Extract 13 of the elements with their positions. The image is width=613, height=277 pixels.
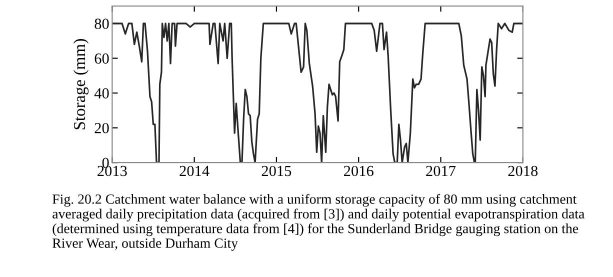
y-tick-label: 60 [94, 53, 109, 64]
x-tick-label: 2018 [508, 166, 538, 176]
x-tick-label: 2013 [98, 166, 127, 176]
x-tick-label: 2016 [344, 166, 374, 176]
y-tick-label: 20 [94, 122, 109, 134]
y-tick-label: 0 [102, 158, 109, 168]
caption: Fig. 20.2 Catchment water balance with a uniform storage capacity of 80 mm using catchment averaged daily precipitation data (acquired from [3]) and daily potential evapotranspiration data (determined using temperature data from [4]) for the Sunderland Bridge gauging station on the River Wear, outside Durham City [52, 194, 584, 251]
y-tick-label: 80 [94, 18, 109, 29]
x-tick-label: 2017 [426, 166, 456, 176]
x-tick-label: 2015 [262, 166, 292, 176]
y-tick-label: 40 [94, 88, 109, 98]
y-axis-title: Storage (mm) [73, 39, 89, 130]
x-tick-label: 2014 [180, 166, 210, 176]
